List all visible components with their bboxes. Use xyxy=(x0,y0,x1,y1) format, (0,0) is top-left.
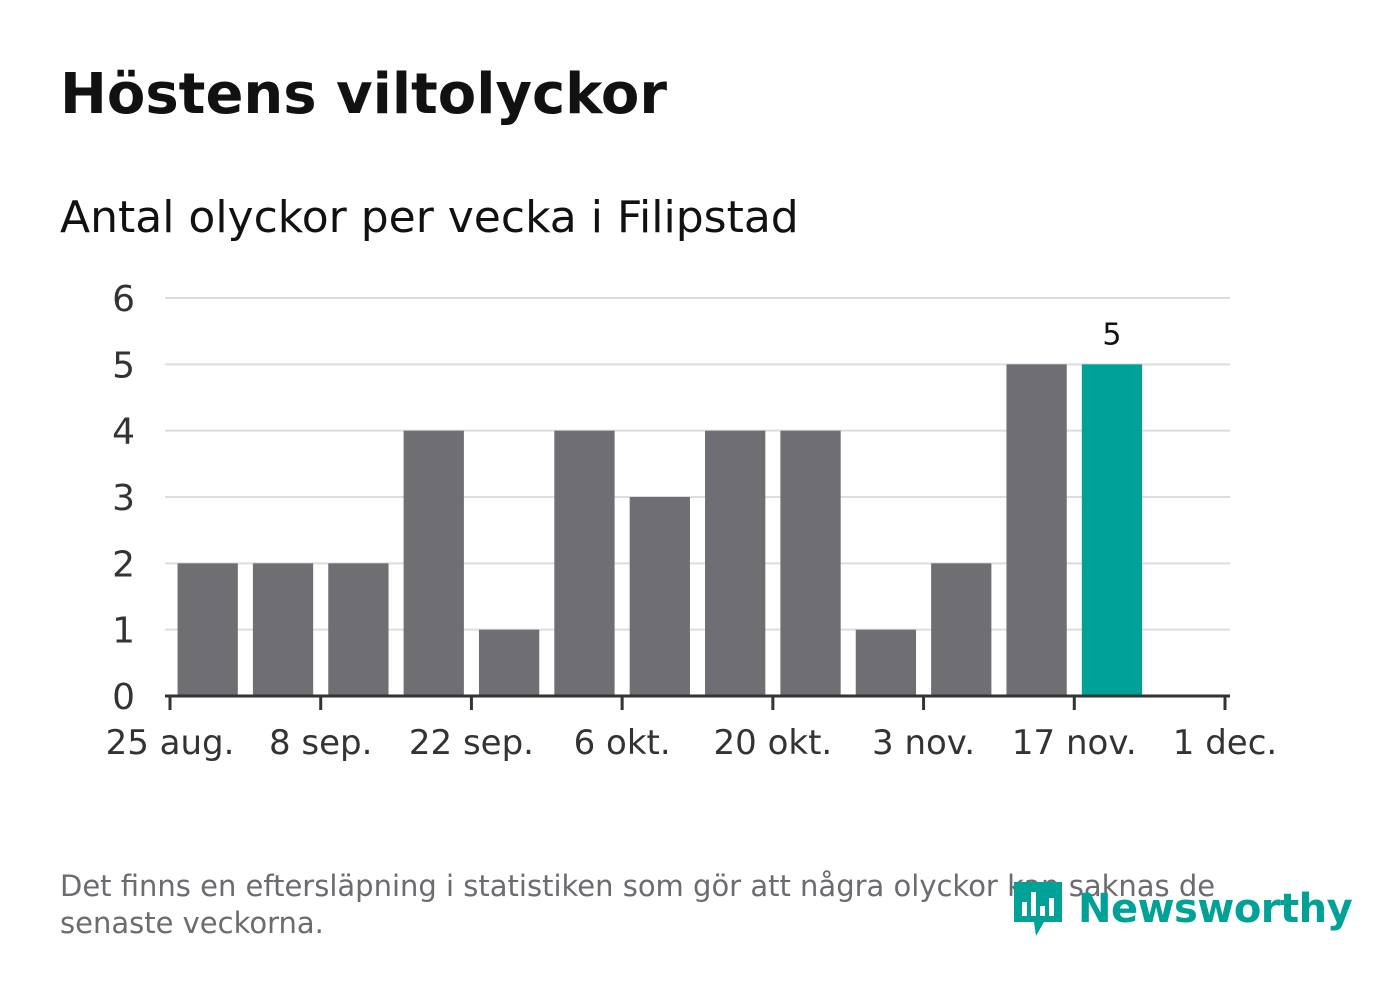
y-tick-label: 2 xyxy=(112,544,135,585)
chart-subtitle: Antal olyckor per vecka i Filipstad xyxy=(60,192,799,243)
brand-logo: Newsworthy xyxy=(1010,878,1353,940)
chart-title: Höstens viltolyckor xyxy=(60,62,667,127)
bar xyxy=(403,430,464,696)
bar xyxy=(328,563,389,696)
bar xyxy=(931,563,992,696)
y-tick-label: 3 xyxy=(112,478,135,519)
brand-name: Newsworthy xyxy=(1078,886,1353,932)
y-tick-label: 4 xyxy=(112,412,135,453)
bar xyxy=(855,629,917,696)
x-tick-label: 17 nov. xyxy=(1012,723,1137,763)
x-tick-label: 3 nov. xyxy=(872,723,975,763)
newsworthy-logo-icon xyxy=(1014,882,1062,936)
bar xyxy=(554,430,615,696)
x-tick-label: 8 sep. xyxy=(269,723,372,763)
x-tick-label: 25 aug. xyxy=(106,723,235,763)
y-tick-label: 6 xyxy=(112,279,135,320)
x-tick-label: 22 sep. xyxy=(409,723,534,763)
bar-chart: 0 1 2 3 4 5 6 5 25 aug. 8 sep. 22 sep. 6 okt. 20 okt… xyxy=(106,279,1278,763)
bar xyxy=(780,430,841,696)
bar-highlight xyxy=(1081,364,1143,696)
y-tick-label: 0 xyxy=(112,677,135,718)
bar xyxy=(252,563,314,696)
y-tick-label: 5 xyxy=(112,345,135,386)
bar xyxy=(629,497,690,696)
bar xyxy=(1006,364,1067,696)
x-tick-label: 1 dec. xyxy=(1173,723,1277,763)
x-tick-label: 6 okt. xyxy=(574,723,671,763)
bar xyxy=(705,430,766,696)
bar xyxy=(478,629,540,696)
data-label: 5 xyxy=(1102,317,1121,352)
y-tick-label: 1 xyxy=(112,611,135,652)
bar xyxy=(177,563,238,696)
x-tick-label: 20 okt. xyxy=(714,723,833,763)
